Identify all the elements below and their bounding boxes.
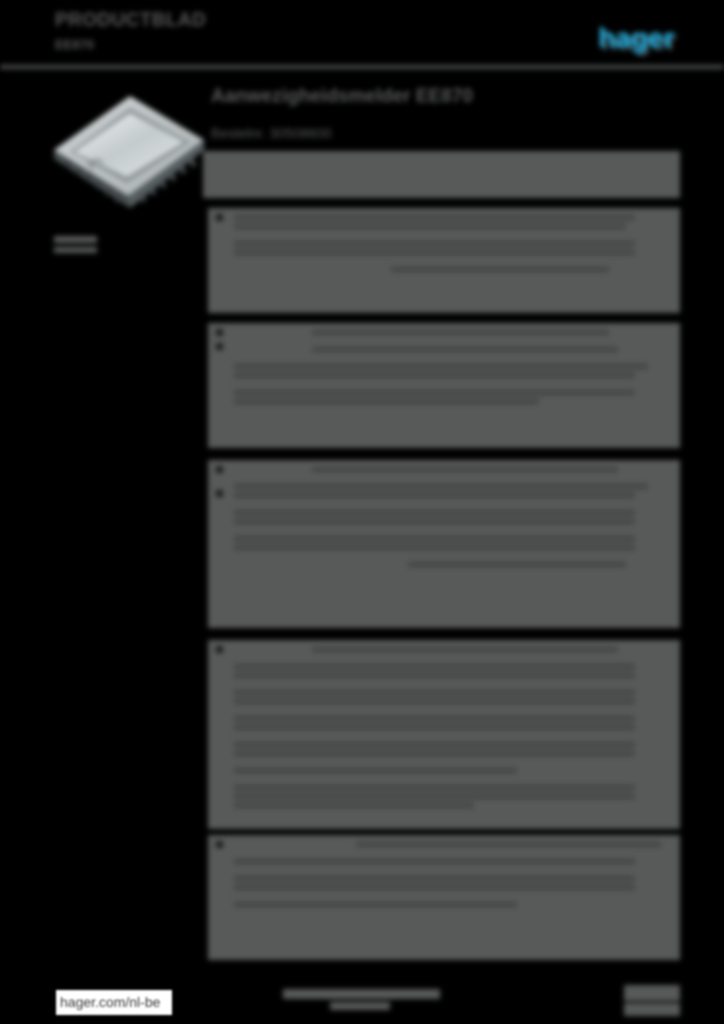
svg-text:hager: hager	[598, 22, 674, 53]
